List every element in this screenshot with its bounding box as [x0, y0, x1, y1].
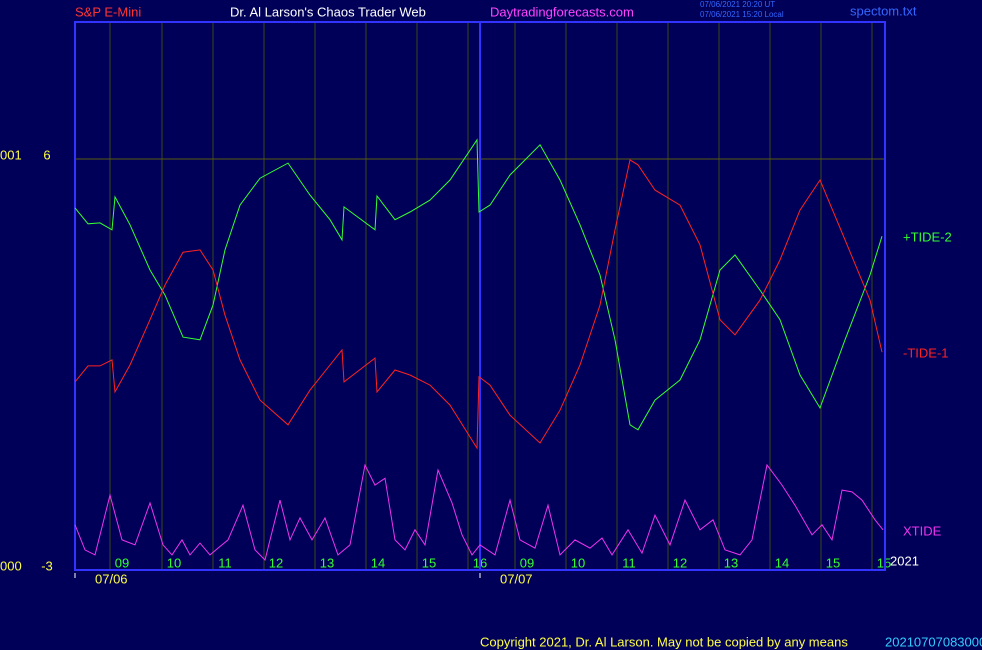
x-tick-label: 10 — [571, 555, 585, 570]
series-line — [74, 463, 884, 561]
y-tick-label: 6 — [43, 147, 50, 162]
site-url: Daytradingforecasts.com — [490, 4, 634, 19]
year: 2021 — [890, 553, 919, 568]
series-label: XTIDE — [903, 523, 942, 538]
x-tick-label: 09 — [520, 555, 534, 570]
day-label: 07/06 — [95, 571, 128, 586]
x-tick-label: 13 — [320, 555, 334, 570]
instrument: S&P E-Mini — [75, 4, 141, 19]
x-tick-label: 11 — [218, 555, 232, 570]
x-tick-label: 13 — [724, 555, 738, 570]
plot-border — [74, 21, 886, 571]
series-label: -TIDE-1 — [903, 346, 949, 361]
x-tick-label: 14 — [775, 555, 789, 570]
series-label: +TIDE-2 — [903, 230, 952, 245]
series-line — [74, 138, 883, 431]
day-label: 07/07 — [500, 571, 533, 586]
x-tick-label: 15 — [826, 555, 840, 570]
stamp: 20210707083000 — [885, 634, 982, 649]
time-local: 07/06/2021 15:20 Local — [700, 10, 784, 19]
site-title: Dr. Al Larson's Chaos Trader Web — [230, 4, 426, 19]
x-tick-label: 12 — [269, 555, 283, 570]
file-name: spectom.txt — [850, 3, 917, 18]
x-tick-label: 12 — [673, 555, 687, 570]
y-code-label: 000 — [0, 558, 22, 573]
time-ut: 07/06/2021 20:20 UT — [700, 0, 775, 9]
copyright: Copyright 2021, Dr. Al Larson. May not b… — [480, 634, 848, 649]
x-tick-label: 14 — [371, 555, 385, 570]
y-tick-label: -3 — [41, 558, 53, 573]
y-code-label: 001 — [0, 147, 22, 162]
x-tick-label: 11 — [622, 555, 636, 570]
x-tick-label: 10 — [167, 555, 181, 570]
x-tick-label: 09 — [115, 555, 129, 570]
x-tick-label: 15 — [422, 555, 436, 570]
series-line — [74, 159, 883, 450]
